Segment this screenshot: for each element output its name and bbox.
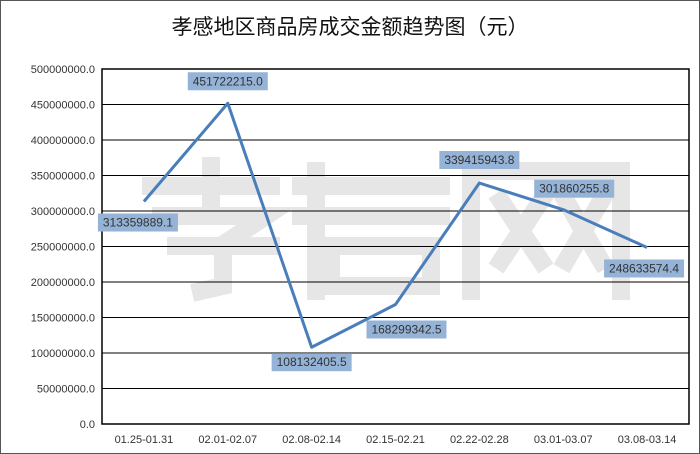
plot-frame — [101, 68, 690, 425]
data-label: 168299342.5 — [371, 323, 441, 337]
data-label-box — [366, 320, 447, 339]
chart-title: 孝感地区商品房成交金额趋势图（元） — [171, 15, 529, 39]
y-tick-label: 150000000.0 — [31, 313, 95, 325]
y-tick-label: 50000000.0 — [37, 384, 95, 396]
data-label-box — [439, 151, 520, 170]
y-tick-label: 500000000.0 — [31, 64, 95, 76]
x-tick-label: 02.01-02.07 — [198, 434, 257, 446]
y-tick-label: 450000000.0 — [31, 100, 95, 112]
x-tick-label: 02.08-02.14 — [282, 434, 341, 446]
y-tick-label: 250000000.0 — [31, 242, 95, 254]
data-label-box — [97, 213, 178, 232]
x-tick-label: 02.15-02.21 — [366, 434, 425, 446]
data-label: 301860255.8 — [539, 182, 609, 196]
data-label-box — [604, 259, 685, 278]
data-label-box — [534, 179, 615, 198]
y-tick-label: 300000000.0 — [31, 206, 95, 218]
x-tick-label: 02.22-02.28 — [450, 434, 509, 446]
data-label-box — [187, 72, 268, 91]
series-line — [142, 101, 648, 349]
y-tick-label: 350000000.0 — [31, 171, 95, 183]
y-tick-label: 100000000.0 — [31, 348, 95, 360]
x-tick-label: 03.08-03.14 — [618, 434, 677, 446]
data-label: 248633574.4 — [609, 261, 679, 275]
y-tick-label: 200000000.0 — [31, 277, 95, 289]
data-label-box — [271, 353, 352, 372]
data-label: 339415943.8 — [444, 153, 514, 167]
data-label: 108132405.5 — [277, 355, 347, 369]
x-tick-label: 03.01-03.07 — [534, 434, 593, 446]
watermark-glyph — [462, 162, 630, 300]
y-tick-label: 400000000.0 — [31, 135, 95, 147]
data-label: 451722215.0 — [193, 74, 263, 88]
data-label: 313359889.1 — [103, 216, 173, 230]
x-tick-label: 01.25-01.31 — [115, 434, 174, 446]
watermark-glyph — [292, 162, 450, 300]
y-tick-label: 0.0 — [80, 419, 95, 431]
